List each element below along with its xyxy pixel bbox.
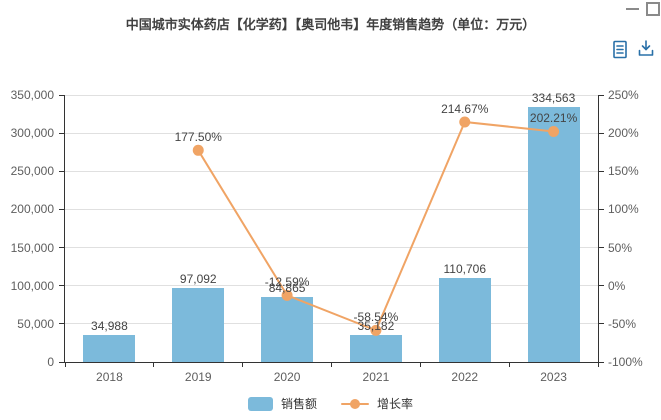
- y-axis-left-tick: [59, 361, 65, 363]
- legend-item-growth[interactable]: 增长率: [341, 395, 413, 412]
- bar-2018[interactable]: [83, 335, 136, 362]
- y-axis-right-label: 250%: [608, 88, 639, 102]
- chart-title: 中国城市实体药店【化学药】【奥司他韦】年度销售趋势（单位：万元）: [125, 17, 536, 32]
- y-axis-left-line: [64, 95, 65, 362]
- y-axis-right-label: -50%: [608, 316, 637, 331]
- data-view-icon: [612, 40, 628, 62]
- x-axis-label-2018: 2018: [96, 370, 123, 384]
- download-icon: [638, 40, 654, 61]
- y-axis-right-label: 50%: [608, 240, 633, 255]
- bar-value-label: 34,988: [91, 319, 128, 334]
- bar-value-label: 334,563: [531, 90, 576, 105]
- gridline: [65, 94, 598, 96]
- y-axis-left-label: 350,000: [10, 88, 54, 102]
- y-axis-left-tick: [59, 170, 65, 172]
- bar-2019[interactable]: [172, 287, 225, 362]
- line-point-2022[interactable]: [459, 116, 471, 128]
- y-axis-left-label: 300,000: [10, 126, 54, 141]
- data-view-button[interactable]: [611, 40, 629, 60]
- legend: 销售额 增长率: [0, 395, 661, 412]
- legend-label-sales: 销售额: [280, 397, 317, 411]
- download-button[interactable]: [637, 40, 655, 60]
- y-axis-right-label: 150%: [608, 164, 639, 179]
- legend-label-growth: 增长率: [377, 397, 414, 411]
- x-axis-tick: [153, 362, 155, 367]
- line-value-label: -58.54%: [353, 310, 399, 325]
- y-axis-left-label: 200,000: [10, 202, 54, 217]
- y-axis-right-tick: [598, 132, 604, 134]
- bar-2023[interactable]: [527, 106, 580, 362]
- line-series-marker: [341, 398, 369, 409]
- y-axis-left-label: 100,000: [10, 278, 54, 293]
- gridline: [65, 285, 598, 287]
- gridline: [65, 208, 598, 210]
- growth-line: [197, 120, 554, 332]
- bar-value-label: 97,092: [179, 271, 217, 286]
- maximize-icon[interactable]: [646, 2, 660, 16]
- y-axis-left-tick: [59, 323, 65, 325]
- y-axis-left-tick: [59, 132, 65, 134]
- x-axis-tick: [64, 362, 66, 367]
- x-axis-tick: [419, 362, 421, 367]
- x-axis-label-2021: 2021: [362, 370, 390, 384]
- y-axis-left-label: 0: [47, 355, 54, 369]
- legend-item-sales[interactable]: 销售额: [247, 395, 317, 412]
- y-axis-left-label: 150,000: [10, 240, 54, 255]
- x-axis-line: [64, 362, 599, 363]
- y-axis-left-tick: [59, 208, 65, 210]
- y-axis-right-tick: [598, 285, 604, 287]
- gridline: [65, 132, 598, 134]
- toolbox: [611, 40, 655, 60]
- x-axis-tick: [597, 362, 599, 367]
- y-axis-right-tick: [598, 208, 604, 210]
- y-axis-left-tick: [59, 247, 65, 249]
- line-value-label: 177.50%: [174, 130, 222, 145]
- y-axis-left-label: 50,000: [17, 316, 54, 331]
- line-value-label: 202.21%: [529, 111, 578, 126]
- line-value-label: 214.67%: [441, 101, 489, 116]
- minimize-icon[interactable]: [626, 8, 639, 10]
- y-axis-right-label: -100%: [608, 355, 643, 369]
- x-axis-label-2019: 2019: [184, 370, 212, 384]
- y-axis-right-tick: [598, 247, 604, 249]
- y-axis-right-tick: [598, 361, 604, 363]
- line-point-2019[interactable]: [192, 144, 204, 156]
- y-axis-right-tick: [598, 94, 604, 96]
- y-axis-right-label: 100%: [608, 202, 639, 217]
- x-axis-tick: [508, 362, 510, 367]
- x-axis-tick: [331, 362, 332, 367]
- y-axis-right-tick: [598, 323, 604, 325]
- bar-series-swatch: [247, 396, 273, 411]
- bar-2021[interactable]: [349, 335, 402, 362]
- y-axis-right-label: 0%: [608, 278, 626, 293]
- y-axis-left-label: 250,000: [10, 164, 54, 179]
- y-axis-right-line: [598, 95, 599, 362]
- bar-2020[interactable]: [261, 297, 314, 362]
- y-axis-left-tick: [59, 94, 65, 96]
- line-value-label: -12.59%: [264, 275, 310, 290]
- x-axis-label-2020: 2020: [273, 370, 301, 384]
- y-axis-right-label: 200%: [608, 126, 639, 141]
- x-axis-tick: [242, 362, 244, 367]
- bar-2022[interactable]: [438, 277, 491, 362]
- y-axis-right-tick: [598, 170, 604, 172]
- y-axis-left-tick: [59, 285, 65, 287]
- bar-value-label: 110,706: [443, 261, 487, 276]
- x-axis-label-2022: 2022: [451, 370, 479, 384]
- window-controls: [626, 2, 660, 16]
- gridline: [65, 170, 598, 172]
- x-axis-label-2023: 2023: [540, 370, 567, 384]
- gridline: [65, 247, 598, 249]
